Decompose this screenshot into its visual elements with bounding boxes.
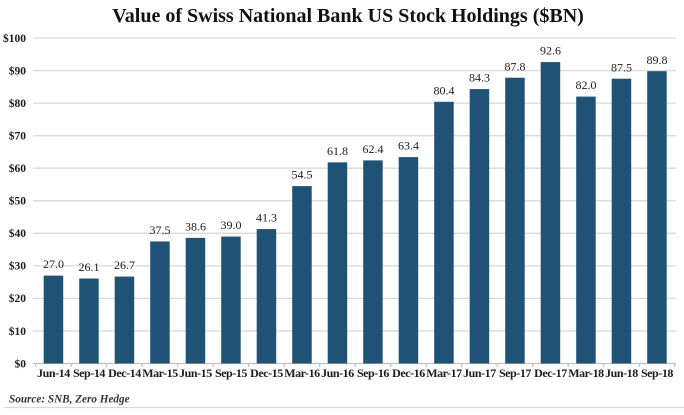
svg-text:Jun-17: Jun-17 <box>463 366 496 380</box>
svg-text:Mar-17: Mar-17 <box>426 366 462 380</box>
svg-text:$20: $20 <box>9 292 27 305</box>
svg-text:Sep-16: Sep-16 <box>357 366 389 380</box>
svg-text:Jun-18: Jun-18 <box>605 366 638 380</box>
svg-text:Mar-15: Mar-15 <box>142 366 178 380</box>
svg-text:26.1: 26.1 <box>78 260 99 274</box>
svg-text:$30: $30 <box>9 260 27 273</box>
svg-text:41.3: 41.3 <box>256 211 277 225</box>
svg-text:Mar-16: Mar-16 <box>284 366 320 380</box>
svg-text:87.8: 87.8 <box>504 59 525 73</box>
svg-text:Value of Swiss National Bank U: Value of Swiss National Bank US Stock Ho… <box>112 5 584 27</box>
svg-text:89.8: 89.8 <box>646 53 667 67</box>
svg-text:82.0: 82.0 <box>575 78 596 92</box>
svg-text:84.3: 84.3 <box>469 71 490 85</box>
svg-text:80.4: 80.4 <box>433 83 454 97</box>
svg-text:Sep-18: Sep-18 <box>641 366 673 380</box>
svg-text:Dec-17: Dec-17 <box>534 366 567 380</box>
svg-text:61.8: 61.8 <box>327 144 348 158</box>
svg-text:62.4: 62.4 <box>362 142 383 156</box>
svg-text:Dec-14: Dec-14 <box>108 366 141 380</box>
svg-text:Mar-18: Mar-18 <box>568 366 604 380</box>
svg-text:Jun-15: Jun-15 <box>179 366 212 380</box>
svg-text:27.0: 27.0 <box>43 257 64 271</box>
svg-text:Dec-16: Dec-16 <box>392 366 425 380</box>
svg-text:$80: $80 <box>9 97 27 110</box>
svg-text:Sep-14: Sep-14 <box>73 366 105 380</box>
svg-text:Sep-15: Sep-15 <box>215 366 247 380</box>
svg-text:$100: $100 <box>3 32 26 45</box>
svg-text:Sep-17: Sep-17 <box>499 366 531 380</box>
svg-text:$10: $10 <box>9 325 27 338</box>
svg-text:92.6: 92.6 <box>540 44 561 58</box>
svg-text:63.4: 63.4 <box>398 139 419 153</box>
svg-text:87.5: 87.5 <box>611 60 632 74</box>
svg-text:$70: $70 <box>9 130 27 143</box>
svg-text:54.5: 54.5 <box>291 168 312 182</box>
svg-text:$50: $50 <box>9 195 27 208</box>
svg-text:39.0: 39.0 <box>220 218 241 232</box>
svg-text:$40: $40 <box>9 227 27 240</box>
svg-text:38.6: 38.6 <box>185 219 206 233</box>
svg-text:Jun-16: Jun-16 <box>321 366 354 380</box>
svg-text:$90: $90 <box>9 64 27 77</box>
svg-text:Jun-14: Jun-14 <box>37 366 70 380</box>
svg-text:37.5: 37.5 <box>149 223 170 237</box>
svg-text:Dec-15: Dec-15 <box>250 366 283 380</box>
svg-text:$0: $0 <box>15 357 27 370</box>
svg-text:$60: $60 <box>9 162 27 175</box>
svg-text:Source: SNB, Zero Hedge: Source: SNB, Zero Hedge <box>9 394 130 406</box>
svg-text:26.7: 26.7 <box>114 258 135 272</box>
